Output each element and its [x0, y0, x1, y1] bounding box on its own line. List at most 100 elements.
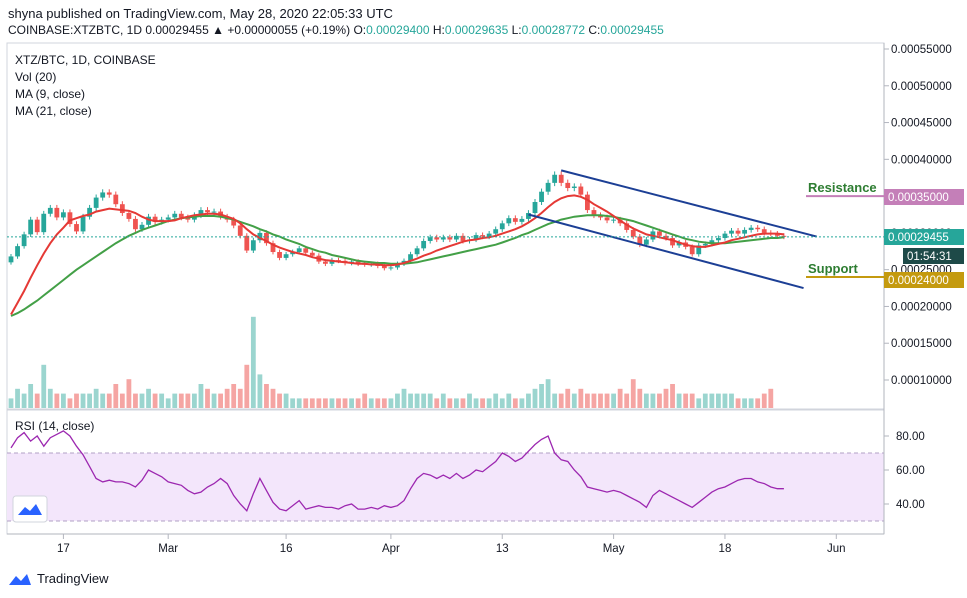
- volume-bar: [611, 393, 616, 408]
- volume-bar: [421, 393, 427, 408]
- volume-bar: [598, 393, 603, 408]
- candle-body: [493, 229, 499, 234]
- candle-body: [8, 256, 14, 263]
- candle-body: [21, 234, 27, 247]
- rsi-tick-label: 80.00: [896, 431, 925, 443]
- volume-bar: [571, 393, 577, 408]
- volume-bar: [316, 398, 322, 408]
- main-pane[interactable]: [6, 42, 885, 410]
- candle-body: [696, 245, 702, 255]
- candle-body: [663, 235, 669, 239]
- volume-bar: [152, 393, 158, 408]
- volume-bar: [414, 393, 420, 408]
- time-axis[interactable]: 17 Mar 16 Apr 13 May 18 Jun: [57, 534, 846, 555]
- volume-bars: [8, 316, 774, 408]
- time-tick-label: 17: [57, 543, 70, 555]
- volume-bar: [454, 398, 459, 408]
- candle-body: [80, 216, 86, 232]
- volume-bar: [34, 393, 40, 408]
- tradingview-logo-icon: [9, 573, 31, 585]
- volume-bar: [74, 393, 79, 408]
- candle-body: [670, 238, 675, 246]
- volume-bar: [250, 316, 256, 408]
- candle-body: [198, 210, 204, 216]
- volume-bar: [565, 388, 571, 408]
- volume-bar: [126, 379, 132, 408]
- candle-body: [565, 182, 571, 189]
- candle-body: [480, 235, 485, 237]
- candle-body: [519, 218, 525, 222]
- volume-bar: [237, 388, 243, 408]
- volume-bar: [670, 384, 675, 408]
- support-price-tag: [884, 272, 964, 288]
- volume-bar: [277, 393, 282, 408]
- candle-body: [47, 207, 53, 214]
- volume-bar: [257, 374, 263, 408]
- volume-bar: [512, 398, 518, 408]
- candle-body: [28, 219, 34, 235]
- price-tick-label: 0.00010000: [891, 375, 952, 387]
- volume-bar: [349, 398, 354, 408]
- open-value: 0.00029400: [366, 23, 430, 37]
- candle-body: [414, 248, 420, 255]
- logo-badge[interactable]: [12, 495, 48, 523]
- candle-body: [139, 224, 145, 230]
- time-tick-label: Apr: [382, 543, 400, 555]
- candle-body: [264, 232, 269, 244]
- rsi-band: [7, 453, 884, 521]
- candle-body: [290, 252, 296, 255]
- volume-bar: [15, 388, 20, 408]
- volume-bar: [205, 388, 210, 408]
- volume-bar: [355, 398, 361, 408]
- volume-bar: [61, 393, 66, 408]
- volume-bar: [742, 398, 747, 408]
- volume-bar: [696, 398, 702, 408]
- low-label: L:: [511, 23, 522, 37]
- candle-body: [689, 246, 695, 255]
- candle-body: [329, 260, 335, 264]
- candle-body: [499, 223, 505, 230]
- volume-bar: [526, 393, 531, 408]
- symbol: COINBASE:XTZBTC, 1D: [8, 23, 143, 37]
- volume-bar: [185, 393, 191, 408]
- price-axis[interactable]: 0.00055000 0.00050000 0.00045000 0.00040000…: [884, 44, 952, 387]
- candle-body: [381, 265, 387, 269]
- candle-body: [178, 213, 184, 218]
- candle-body: [585, 194, 590, 211]
- open-label: O:: [353, 23, 367, 37]
- candle-body: [624, 223, 630, 230]
- volume-bar: [119, 393, 125, 408]
- volume-bar: [440, 393, 446, 408]
- candle-body: [552, 174, 558, 183]
- volume-bar: [106, 393, 112, 408]
- price-change: ▲ +0.00000055 (+0.19%): [212, 23, 351, 37]
- volume-bar: [342, 398, 348, 408]
- candle-body: [447, 237, 453, 240]
- candle-body: [106, 192, 112, 195]
- price-tick-label: 0.00055000: [891, 44, 952, 56]
- volume-bar: [585, 393, 590, 408]
- volume-bar: [748, 398, 754, 408]
- volume-bar: [41, 364, 47, 408]
- footer-brand[interactable]: TradingView: [8, 571, 109, 586]
- volume-bar: [427, 393, 433, 408]
- volume-bar: [303, 398, 309, 408]
- candle-body: [244, 235, 250, 251]
- volume-bar: [375, 398, 381, 408]
- channel-lower-line[interactable]: [528, 213, 804, 290]
- volume-bar: [558, 393, 564, 408]
- rsi-line: [10, 430, 784, 512]
- low-value: 0.00028772: [521, 23, 586, 37]
- volume-bar: [624, 393, 630, 408]
- volume-bar: [172, 393, 178, 408]
- price-tick-label: 0.00045000: [891, 118, 952, 130]
- channel-upper-line[interactable]: [560, 169, 817, 238]
- volume-bar: [735, 398, 741, 408]
- candle-body: [611, 219, 616, 221]
- candle-body: [512, 218, 518, 222]
- volume-bar: [729, 393, 734, 408]
- volume-bar: [290, 398, 296, 408]
- time-tick-label: 18: [719, 543, 732, 555]
- candle-body: [454, 235, 459, 240]
